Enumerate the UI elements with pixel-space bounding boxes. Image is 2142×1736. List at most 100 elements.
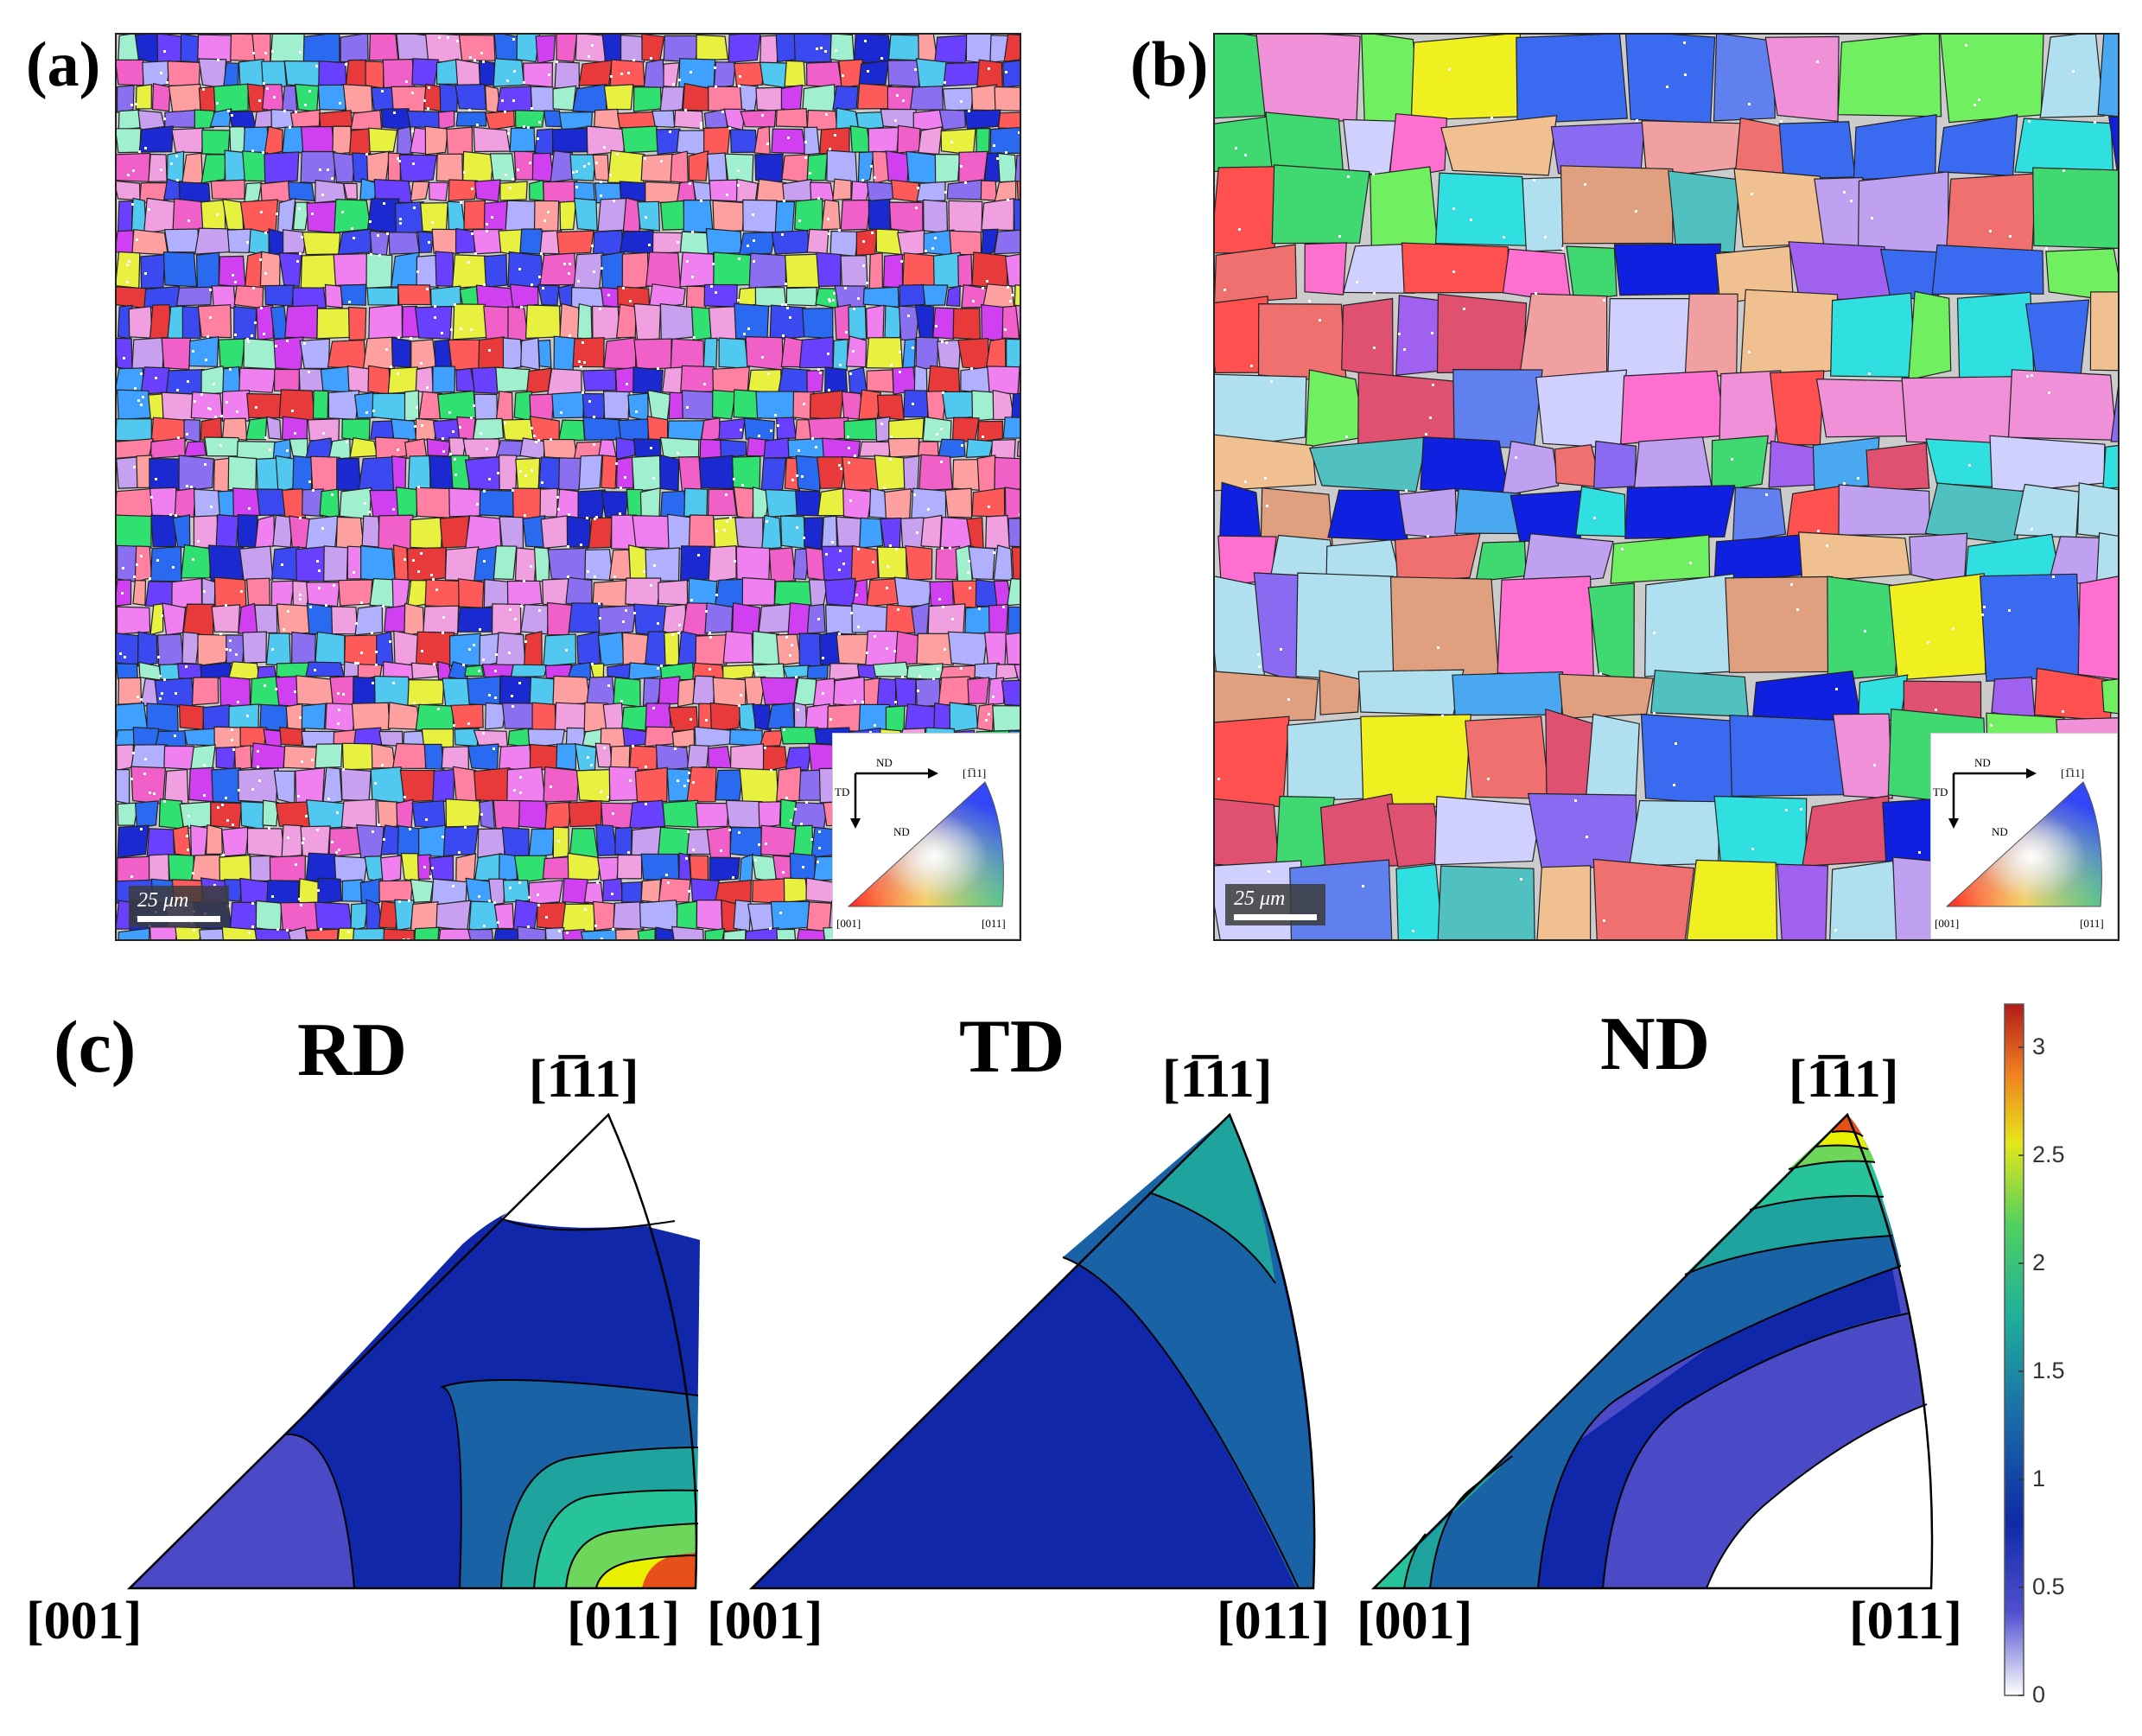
grain [189, 824, 209, 858]
unindexed-point [580, 366, 582, 368]
grain [812, 677, 836, 707]
grain [281, 416, 308, 442]
unindexed-point [925, 250, 927, 252]
ipf-rd-v001: [001] [26, 1592, 143, 1650]
unindexed-point [470, 417, 473, 419]
ipf-td-outline [748, 1112, 1316, 1590]
grain [708, 86, 743, 112]
unindexed-point [700, 122, 702, 124]
grain [976, 59, 1003, 89]
unindexed-point [417, 570, 420, 573]
unindexed-point [268, 827, 270, 830]
grain [673, 109, 704, 130]
grain [473, 766, 511, 803]
unindexed-point [761, 114, 764, 117]
grain [1005, 632, 1020, 665]
grain [806, 664, 829, 680]
grain [1592, 858, 1695, 939]
grain [686, 828, 711, 855]
unindexed-point [119, 652, 122, 655]
grain [281, 85, 298, 114]
grain [894, 677, 917, 708]
unindexed-point [827, 353, 829, 355]
unindexed-point [688, 890, 690, 893]
unindexed-point [690, 71, 692, 73]
unindexed-point [941, 340, 944, 343]
grain [1510, 490, 1582, 543]
grain [415, 366, 434, 394]
grain [951, 459, 982, 492]
grain [567, 852, 601, 882]
unindexed-point [721, 111, 724, 113]
unindexed-point [705, 719, 708, 722]
unindexed-point [382, 605, 385, 607]
grain [149, 486, 178, 517]
grain [965, 438, 994, 459]
unindexed-point [591, 44, 594, 47]
unindexed-point [412, 559, 415, 562]
unindexed-point [341, 211, 344, 213]
unindexed-point [1005, 71, 1007, 73]
unindexed-point [580, 544, 582, 546]
unindexed-point [226, 401, 228, 404]
grain [906, 150, 940, 184]
unindexed-point [264, 52, 267, 54]
unindexed-point [327, 169, 329, 171]
unindexed-point [308, 90, 311, 92]
grain [117, 663, 139, 681]
grain [2045, 248, 2118, 302]
ipf-rd-level-0 [501, 1115, 674, 1228]
grain [205, 823, 223, 855]
grain [1857, 171, 1949, 255]
unindexed-point [140, 555, 143, 557]
unindexed-point [467, 722, 470, 725]
unindexed-point [894, 119, 897, 122]
grain [1558, 673, 1654, 719]
grain [806, 603, 826, 634]
unindexed-point [473, 404, 475, 407]
unindexed-point [754, 859, 757, 862]
grain [146, 828, 175, 859]
grain [949, 702, 979, 733]
grain [446, 126, 474, 156]
grain [1215, 671, 1319, 724]
grain [806, 153, 829, 181]
grain [118, 927, 150, 939]
ipf-title-nd: ND [1600, 1002, 1711, 1086]
unindexed-point [960, 165, 963, 168]
unindexed-point [588, 162, 590, 165]
grain [256, 488, 287, 517]
unindexed-point [880, 57, 883, 60]
unindexed-point [624, 476, 626, 479]
grain [1853, 113, 1937, 181]
unindexed-point [650, 447, 652, 449]
grain [130, 744, 168, 770]
unindexed-point [829, 148, 831, 150]
unindexed-point [460, 201, 462, 204]
grain [779, 515, 806, 550]
unindexed-point [848, 461, 850, 464]
grain [747, 369, 782, 394]
grain [711, 389, 736, 420]
grain [498, 454, 518, 491]
unindexed-point [683, 785, 686, 787]
unindexed-point [186, 433, 188, 436]
unindexed-point [652, 707, 655, 709]
grain [483, 305, 511, 342]
grain [194, 109, 215, 130]
unindexed-point [398, 900, 401, 903]
grain [836, 107, 860, 130]
unindexed-point [209, 408, 212, 410]
grain [851, 602, 890, 634]
grain [222, 198, 245, 231]
grain [200, 199, 226, 233]
unindexed-point [512, 38, 515, 41]
unindexed-point [886, 587, 888, 589]
unindexed-point [286, 340, 289, 342]
grain [502, 879, 531, 903]
grain [519, 228, 545, 256]
unindexed-point [420, 362, 423, 365]
grain [534, 128, 554, 156]
unindexed-point [264, 436, 267, 439]
unindexed-point [286, 449, 289, 452]
